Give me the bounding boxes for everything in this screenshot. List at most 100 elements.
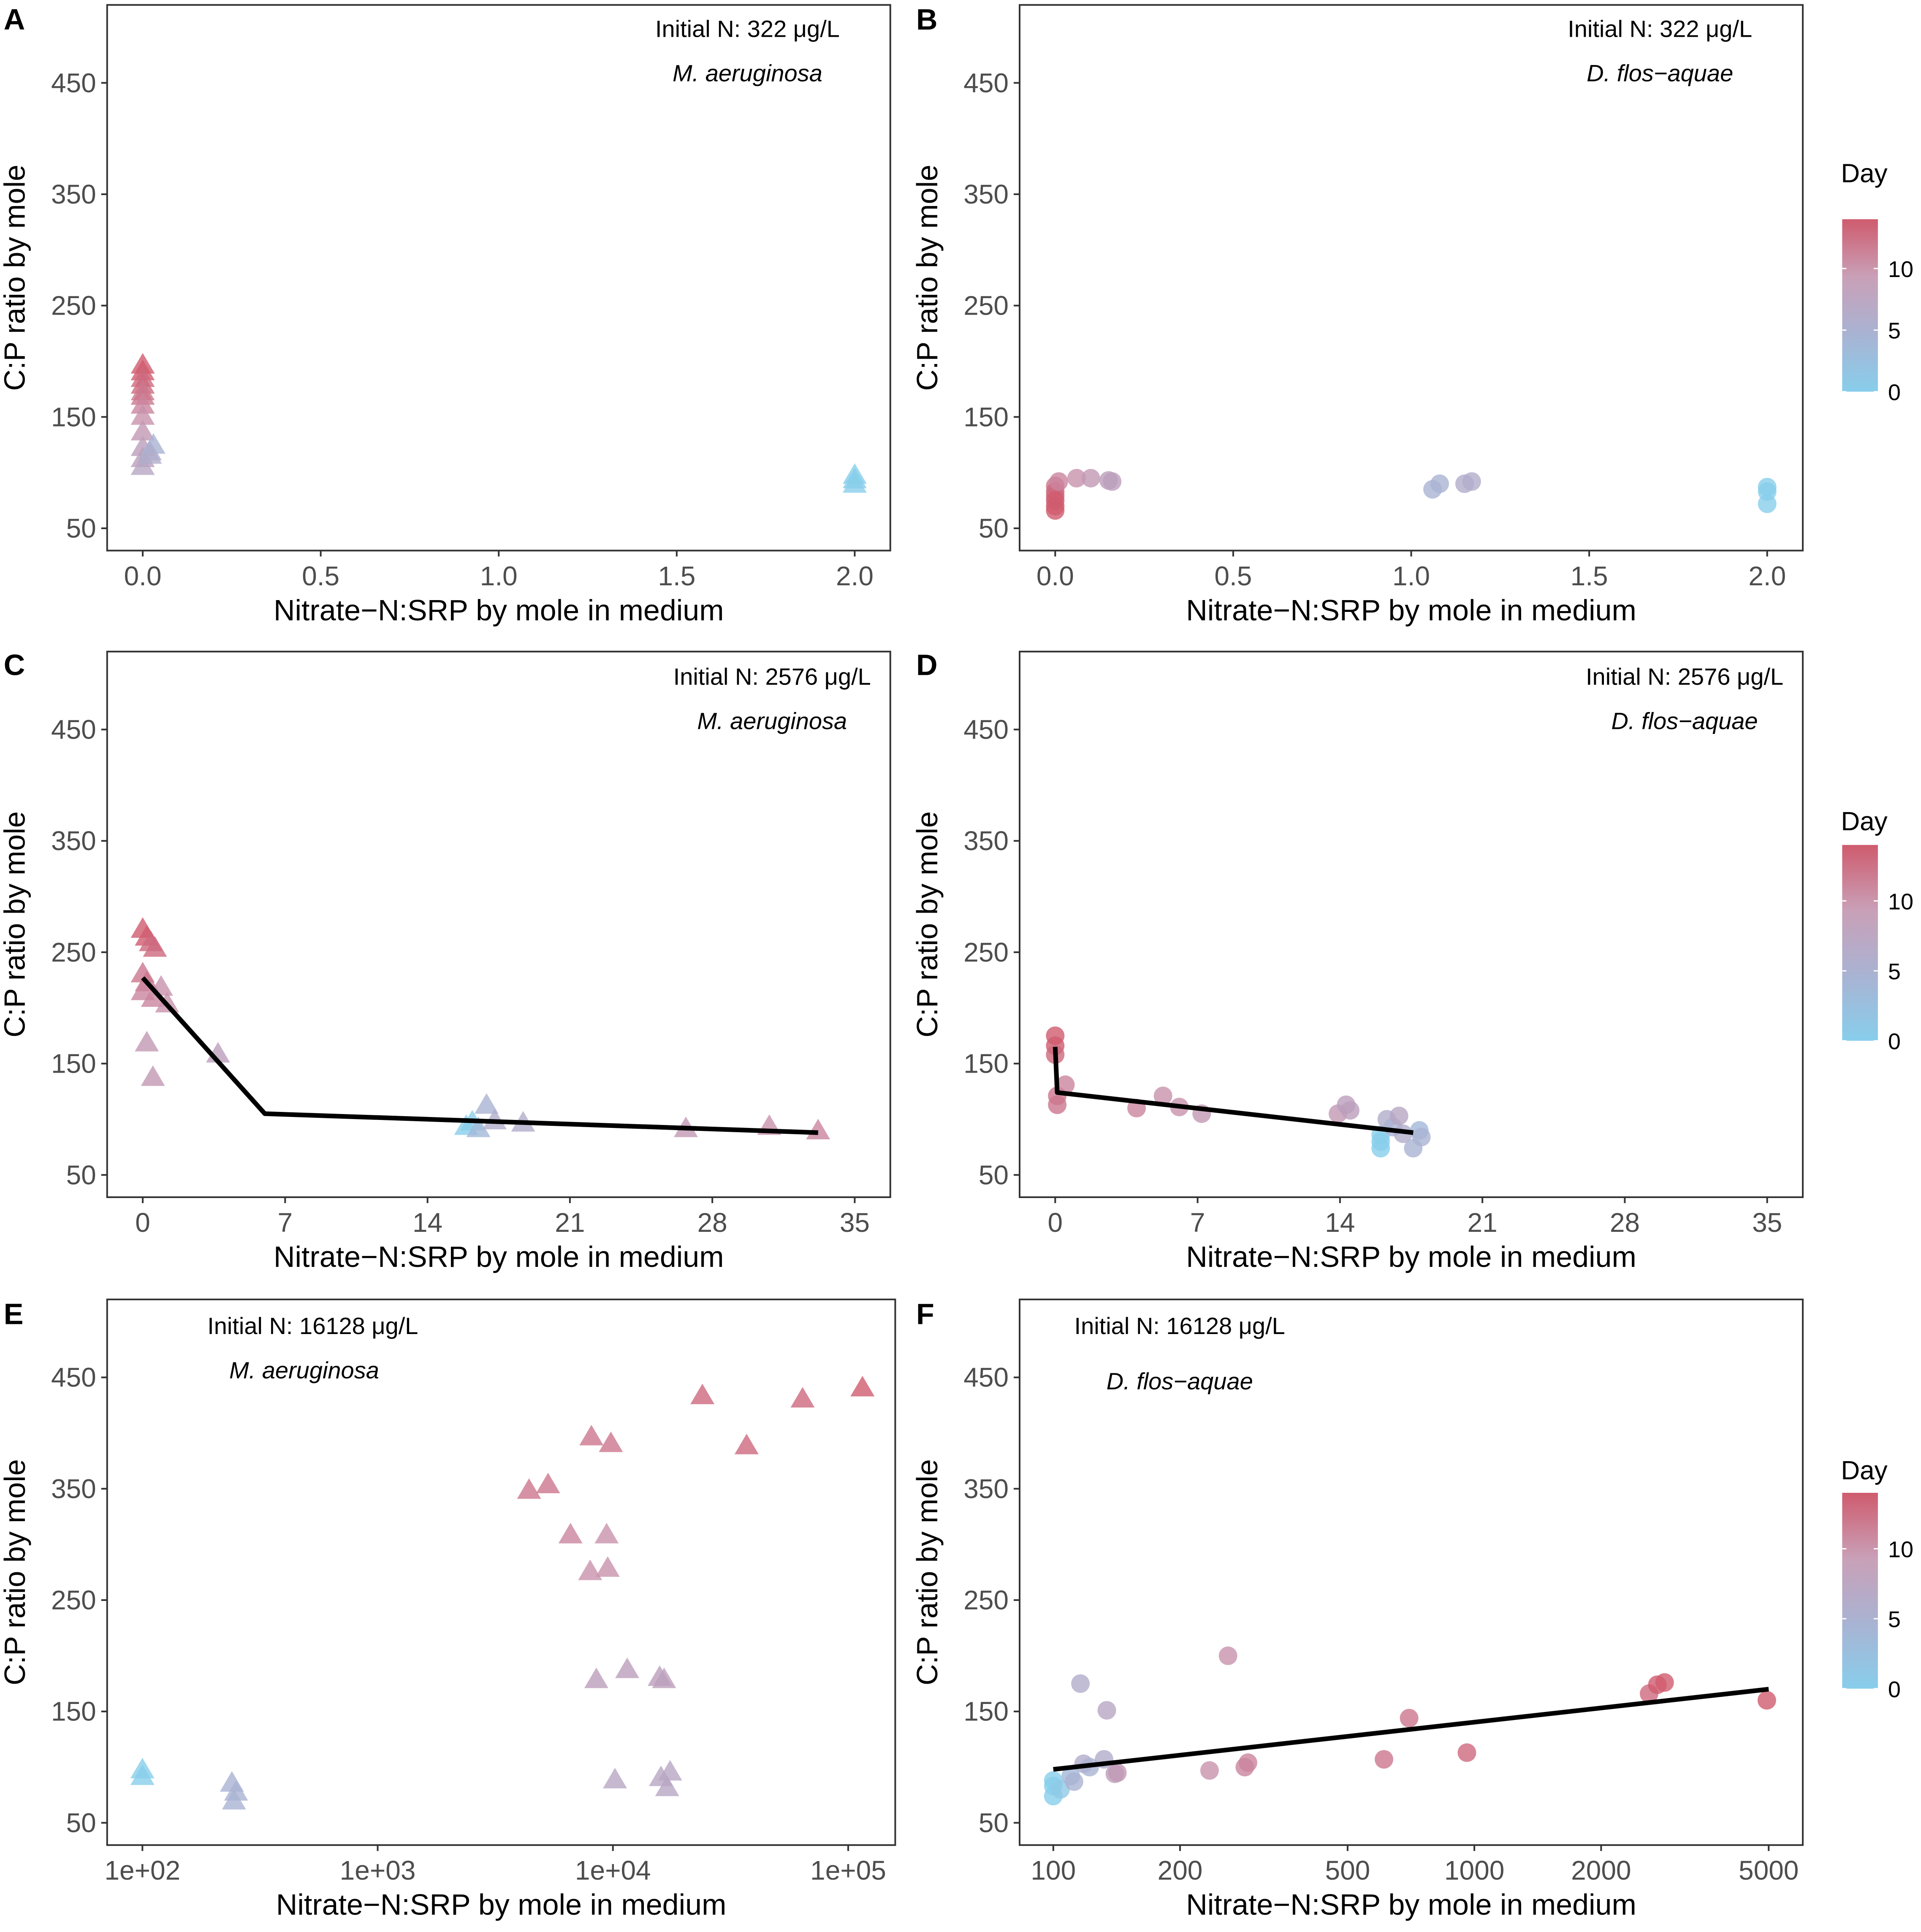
x-tick-label: 2000 xyxy=(1571,1855,1631,1886)
y-tick-label: 50 xyxy=(979,1160,1009,1190)
data-point xyxy=(130,1764,155,1785)
y-tick-label: 50 xyxy=(66,513,96,543)
panel-letter: F xyxy=(916,1297,934,1330)
data-point xyxy=(1412,1128,1431,1147)
panel-frame xyxy=(106,4,891,552)
legend-tick-label: 5 xyxy=(1888,959,1901,984)
y-tick-label: 450 xyxy=(963,1362,1009,1393)
data-point xyxy=(138,443,162,464)
x-tick-label: 35 xyxy=(840,1207,870,1238)
data-point xyxy=(1758,495,1777,513)
legend-title: Day xyxy=(1841,1456,1887,1485)
day-legend: Day 0 5 10 xyxy=(1841,159,1913,405)
x-tick-label: 0.5 xyxy=(302,561,339,591)
data-point xyxy=(141,1065,165,1086)
y-tick-label: 350 xyxy=(51,826,96,856)
panel-f: 50 150 250 350 450 100 200 500 1000 2000 5000 Nitra… xyxy=(911,1297,1804,1921)
legend-tick-label: 5 xyxy=(1888,318,1901,344)
x-tick-label: 1000 xyxy=(1444,1855,1504,1886)
y-axis-title: C:P ratio by mole xyxy=(911,811,944,1038)
data-point xyxy=(1371,1139,1390,1158)
x-tick-label: 7 xyxy=(278,1207,293,1238)
data-point xyxy=(658,1760,682,1781)
legend-tick-label: 10 xyxy=(1888,257,1913,282)
legend-title: Day xyxy=(1841,807,1887,836)
initial-n-annotation: Initial N: 2576 μg/L xyxy=(1586,663,1783,690)
y-tick-label: 50 xyxy=(979,1807,1009,1838)
y-tick-label: 450 xyxy=(51,1362,96,1393)
data-point xyxy=(1049,472,1068,491)
data-point xyxy=(558,1523,583,1543)
x-tick-label: 1.0 xyxy=(480,561,518,591)
points-layer xyxy=(130,353,867,493)
data-point xyxy=(1457,1743,1476,1762)
data-point xyxy=(1340,1101,1359,1120)
legend-tick-label: 0 xyxy=(1888,1677,1901,1702)
panel-frame xyxy=(1019,1299,1804,1846)
panel-frame xyxy=(1019,650,1804,1198)
panel-b: 50 150 250 350 450 0.0 0.5 1.0 1.5 2.0 Nitrate−N:S… xyxy=(911,3,1804,627)
initial-n-annotation: Initial N: 16128 μg/L xyxy=(207,1312,418,1339)
initial-n-annotation: Initial N: 16128 μg/L xyxy=(1074,1312,1285,1339)
legend-colorbar xyxy=(1842,219,1878,392)
x-tick-label: 21 xyxy=(555,1207,585,1238)
x-tick-label: 0 xyxy=(135,1207,150,1238)
legend-tick-label: 10 xyxy=(1888,1537,1913,1562)
panel-letter: E xyxy=(4,1297,24,1330)
data-point xyxy=(652,1667,676,1688)
fit-line xyxy=(1053,1687,1769,1772)
y-tick-label: 250 xyxy=(963,937,1009,967)
species-annotation: D. flos−aquae xyxy=(1587,60,1733,87)
x-tick-label: 1e+02 xyxy=(104,1855,180,1886)
points-layer xyxy=(130,1376,875,1810)
data-point xyxy=(1048,1095,1067,1114)
x-axis-title: Nitrate−N:SRP by mole in medium xyxy=(1186,1888,1636,1921)
species-annotation: D. flos−aquae xyxy=(1611,708,1758,734)
data-point xyxy=(579,1425,604,1446)
data-point xyxy=(130,420,155,440)
data-point xyxy=(734,1434,759,1454)
initial-n-annotation: Initial N: 322 μg/L xyxy=(1568,16,1752,42)
data-point xyxy=(1097,1701,1116,1720)
y-axis-title: C:P ratio by mole xyxy=(911,165,944,391)
x-tick-label: 5000 xyxy=(1739,1855,1799,1886)
data-point xyxy=(222,1789,246,1810)
data-point xyxy=(1064,1772,1083,1791)
panel-c: 50 150 250 350 450 0 7 14 21 28 35 Nitrate−N:SRP by… xyxy=(0,648,891,1273)
x-tick-label: 0.0 xyxy=(124,561,162,591)
x-axis-title: Nitrate−N:SRP by mole in medium xyxy=(1186,594,1636,627)
legend-title: Day xyxy=(1841,159,1887,188)
x-tick-label: 21 xyxy=(1468,1207,1498,1238)
species-annotation: M. aeruginosa xyxy=(229,1357,379,1383)
x-tick-label: 200 xyxy=(1158,1855,1203,1886)
data-point xyxy=(842,472,867,493)
x-tick-label: 7 xyxy=(1190,1207,1205,1238)
y-tick-label: 450 xyxy=(963,68,1009,98)
points-layer xyxy=(1046,469,1777,520)
legend-colorbar xyxy=(1842,1493,1878,1689)
day-legend: Day 0 5 10 xyxy=(1841,807,1913,1054)
legend-tick-label: 0 xyxy=(1888,1029,1901,1054)
y-tick-label: 150 xyxy=(51,1696,96,1727)
data-point xyxy=(1056,1075,1075,1094)
fit-line xyxy=(141,976,818,1135)
x-tick-label: 2.0 xyxy=(836,561,874,591)
x-tick-label: 500 xyxy=(1325,1855,1370,1886)
legend-tick-label: 10 xyxy=(1888,889,1913,914)
y-tick-label: 150 xyxy=(51,402,96,432)
data-point xyxy=(1200,1761,1219,1780)
data-point xyxy=(595,1556,620,1577)
data-point xyxy=(850,1376,875,1397)
y-tick-label: 150 xyxy=(963,402,1009,432)
y-axis-title: C:P ratio by mole xyxy=(911,1459,944,1685)
data-point xyxy=(1430,474,1449,493)
x-tick-label: 1.0 xyxy=(1392,561,1430,591)
data-point xyxy=(141,986,165,1007)
x-axis-title: Nitrate−N:SRP by mole in medium xyxy=(276,1888,727,1921)
data-point xyxy=(1103,472,1122,491)
y-tick-label: 150 xyxy=(963,1049,1009,1079)
data-point xyxy=(143,936,167,957)
data-point xyxy=(1757,1691,1776,1710)
